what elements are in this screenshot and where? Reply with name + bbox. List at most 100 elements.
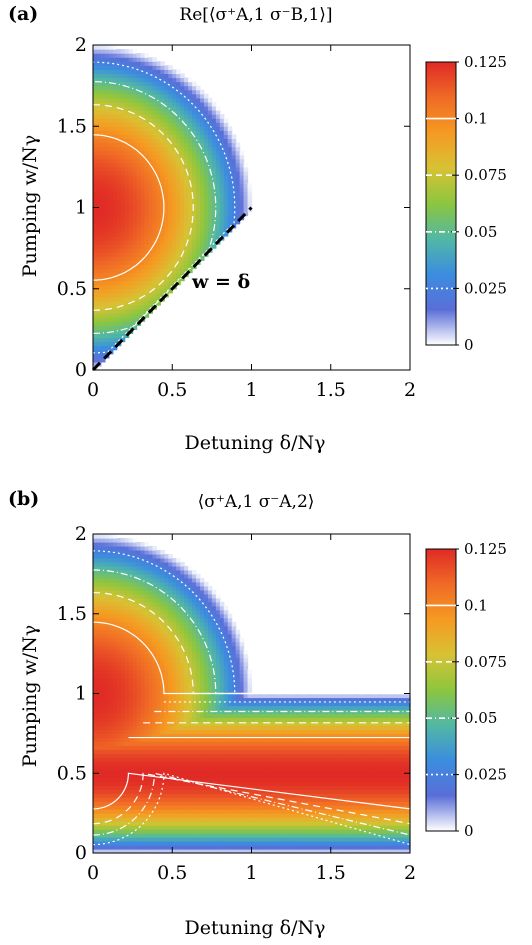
heatmap-cell <box>148 223 154 229</box>
heatmap-cell <box>172 158 177 164</box>
heatmap-cell <box>239 721 245 726</box>
heatmap-cell <box>156 597 161 603</box>
heatmap-cell <box>128 134 134 140</box>
heatmap-cell <box>207 725 213 730</box>
heatmap-cell <box>188 805 193 810</box>
heatmap-cell <box>215 649 221 655</box>
heatmap-cell <box>168 769 173 774</box>
heatmap-cell <box>156 825 161 830</box>
heatmap-cell <box>124 69 130 75</box>
heatmap-cell <box>124 93 130 99</box>
heatmap-cell <box>100 769 106 774</box>
heatmap-cell <box>156 248 161 253</box>
heatmap-cell <box>100 817 106 822</box>
heatmap-cell <box>180 717 185 723</box>
heatmap-cell <box>215 833 221 838</box>
heatmap-cell <box>132 288 138 294</box>
heatmap-cell <box>96 541 102 547</box>
heatmap-cell <box>100 166 106 172</box>
heatmap-cell <box>128 621 134 627</box>
heatmap-cell <box>219 825 225 830</box>
heatmap-cell <box>199 777 205 782</box>
heatmap-cell <box>144 276 150 282</box>
heatmap-cell <box>168 248 173 253</box>
heatmap-cell <box>184 653 189 659</box>
heatmap-cell <box>176 101 181 107</box>
heatmap-cell <box>116 717 122 723</box>
heatmap-cell <box>207 805 213 810</box>
heatmap-cell <box>211 657 217 663</box>
heatmap-cell <box>144 569 150 575</box>
heatmap-cell <box>100 573 106 579</box>
heatmap-cell <box>164 645 169 651</box>
heatmap-cell <box>211 187 217 192</box>
heatmap-cell <box>180 264 185 270</box>
heatmap-cell <box>172 175 177 180</box>
heatmap-cell <box>96 613 102 619</box>
heatmap-cell <box>203 97 209 103</box>
heatmap-cell <box>199 231 205 237</box>
heatmap-cell <box>132 223 138 229</box>
heatmap-cell <box>144 187 150 192</box>
heatmap-cell <box>136 175 142 180</box>
heatmap-cell <box>215 741 221 746</box>
heatmap-cell <box>184 268 189 274</box>
heatmap-cell <box>168 126 173 131</box>
heatmap-cell <box>192 256 197 261</box>
heatmap-cell <box>207 745 213 750</box>
heatmap-cell <box>231 207 237 213</box>
heatmap-cell <box>188 260 193 265</box>
heatmap-cell <box>168 589 173 595</box>
heatmap-cell <box>176 661 181 667</box>
heatmap-cell <box>176 162 181 168</box>
heatmap-cell <box>231 138 237 144</box>
heatmap-cell <box>188 653 193 659</box>
heatmap-cell <box>172 773 177 778</box>
heatmap-cell <box>156 625 161 631</box>
heatmap-cell <box>120 77 126 83</box>
heatmap-cell <box>211 641 217 647</box>
heatmap-cell <box>203 617 209 623</box>
heatmap-cell <box>124 741 130 746</box>
heatmap-cell <box>160 697 165 703</box>
heatmap-cell <box>132 713 138 719</box>
heatmap-cell <box>156 105 161 111</box>
heatmap-cell <box>176 199 181 205</box>
heatmap-cell <box>196 729 201 734</box>
heatmap-cell <box>196 629 201 635</box>
heatmap-cell <box>104 665 110 671</box>
heatmap-cell <box>231 797 237 802</box>
heatmap-cell <box>96 146 102 152</box>
heatmap-cell <box>132 142 138 148</box>
heatmap-cell <box>108 93 114 99</box>
heatmap-cell <box>96 337 102 343</box>
heatmap-cell <box>124 321 130 326</box>
heatmap-cell <box>168 146 173 152</box>
heatmap-cell <box>156 175 161 180</box>
heatmap-cell <box>96 97 102 103</box>
heatmap-cell <box>124 101 130 107</box>
heatmap-cell <box>203 211 209 217</box>
heatmap-cell <box>112 170 118 176</box>
heatmap-cell <box>203 645 209 651</box>
heatmap-cell <box>136 146 142 152</box>
heatmap-cell <box>239 661 245 667</box>
heatmap-cell <box>112 609 118 615</box>
heatmap-cell <box>100 585 106 591</box>
heatmap-cell <box>180 677 185 683</box>
heatmap-cell <box>196 621 201 627</box>
heatmap-cell <box>104 693 110 699</box>
heatmap-cell <box>168 785 173 790</box>
heatmap-cell <box>235 146 241 152</box>
heatmap-cell <box>136 166 142 172</box>
heatmap-cell <box>100 49 106 54</box>
heatmap-cell <box>120 605 126 611</box>
heatmap-cell <box>120 296 126 302</box>
heatmap-cell <box>136 93 142 99</box>
heatmap-cell <box>219 821 225 826</box>
heatmap-cell <box>219 661 225 667</box>
heatmap-cell <box>148 629 154 635</box>
heatmap-cell <box>184 773 189 778</box>
heatmap-cell <box>136 130 142 135</box>
heatmap-cell <box>140 833 146 838</box>
